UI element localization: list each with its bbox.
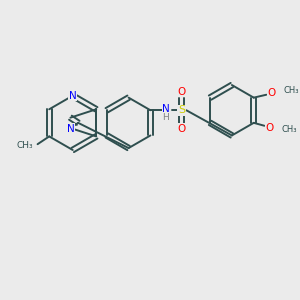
Text: S: S [178,105,185,115]
Text: O: O [177,124,186,134]
Text: O: O [177,87,186,97]
Text: CH₃: CH₃ [282,125,297,134]
Text: N: N [69,91,76,101]
Text: H: H [162,112,169,122]
Text: N: N [67,124,74,134]
Text: CH₃: CH₃ [16,141,33,150]
Text: O: O [267,88,275,98]
Text: CH₃: CH₃ [284,86,299,95]
Text: N: N [162,104,170,114]
Text: O: O [265,123,273,133]
